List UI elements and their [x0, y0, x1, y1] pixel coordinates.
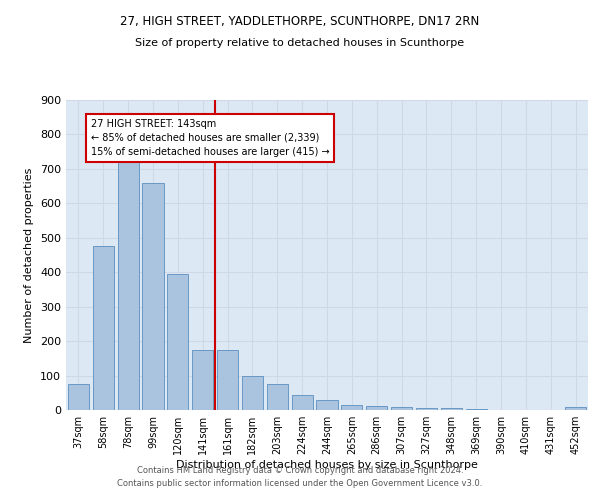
Bar [68, 384, 89, 410]
Bar [267, 384, 288, 410]
Text: 27 HIGH STREET: 143sqm
← 85% of detached houses are smaller (2,339)
15% of semi-: 27 HIGH STREET: 143sqm ← 85% of detached… [91, 119, 329, 157]
Bar [441, 408, 462, 410]
Bar [217, 350, 238, 410]
Bar [93, 246, 114, 410]
X-axis label: Distribution of detached houses by size in Scunthorpe: Distribution of detached houses by size … [176, 460, 478, 470]
Bar [341, 405, 362, 410]
Bar [316, 400, 338, 410]
Text: Contains HM Land Registry data © Crown copyright and database right 2024.
Contai: Contains HM Land Registry data © Crown c… [118, 466, 482, 487]
Bar [242, 376, 263, 410]
Bar [366, 406, 387, 410]
Bar [167, 274, 188, 410]
Bar [416, 408, 437, 410]
Text: 27, HIGH STREET, YADDLETHORPE, SCUNTHORPE, DN17 2RN: 27, HIGH STREET, YADDLETHORPE, SCUNTHORP… [121, 15, 479, 28]
Bar [292, 395, 313, 410]
Bar [192, 350, 213, 410]
Bar [565, 407, 586, 410]
Bar [142, 182, 164, 410]
Text: Size of property relative to detached houses in Scunthorpe: Size of property relative to detached ho… [136, 38, 464, 48]
Y-axis label: Number of detached properties: Number of detached properties [25, 168, 34, 342]
Bar [118, 155, 139, 410]
Bar [391, 406, 412, 410]
